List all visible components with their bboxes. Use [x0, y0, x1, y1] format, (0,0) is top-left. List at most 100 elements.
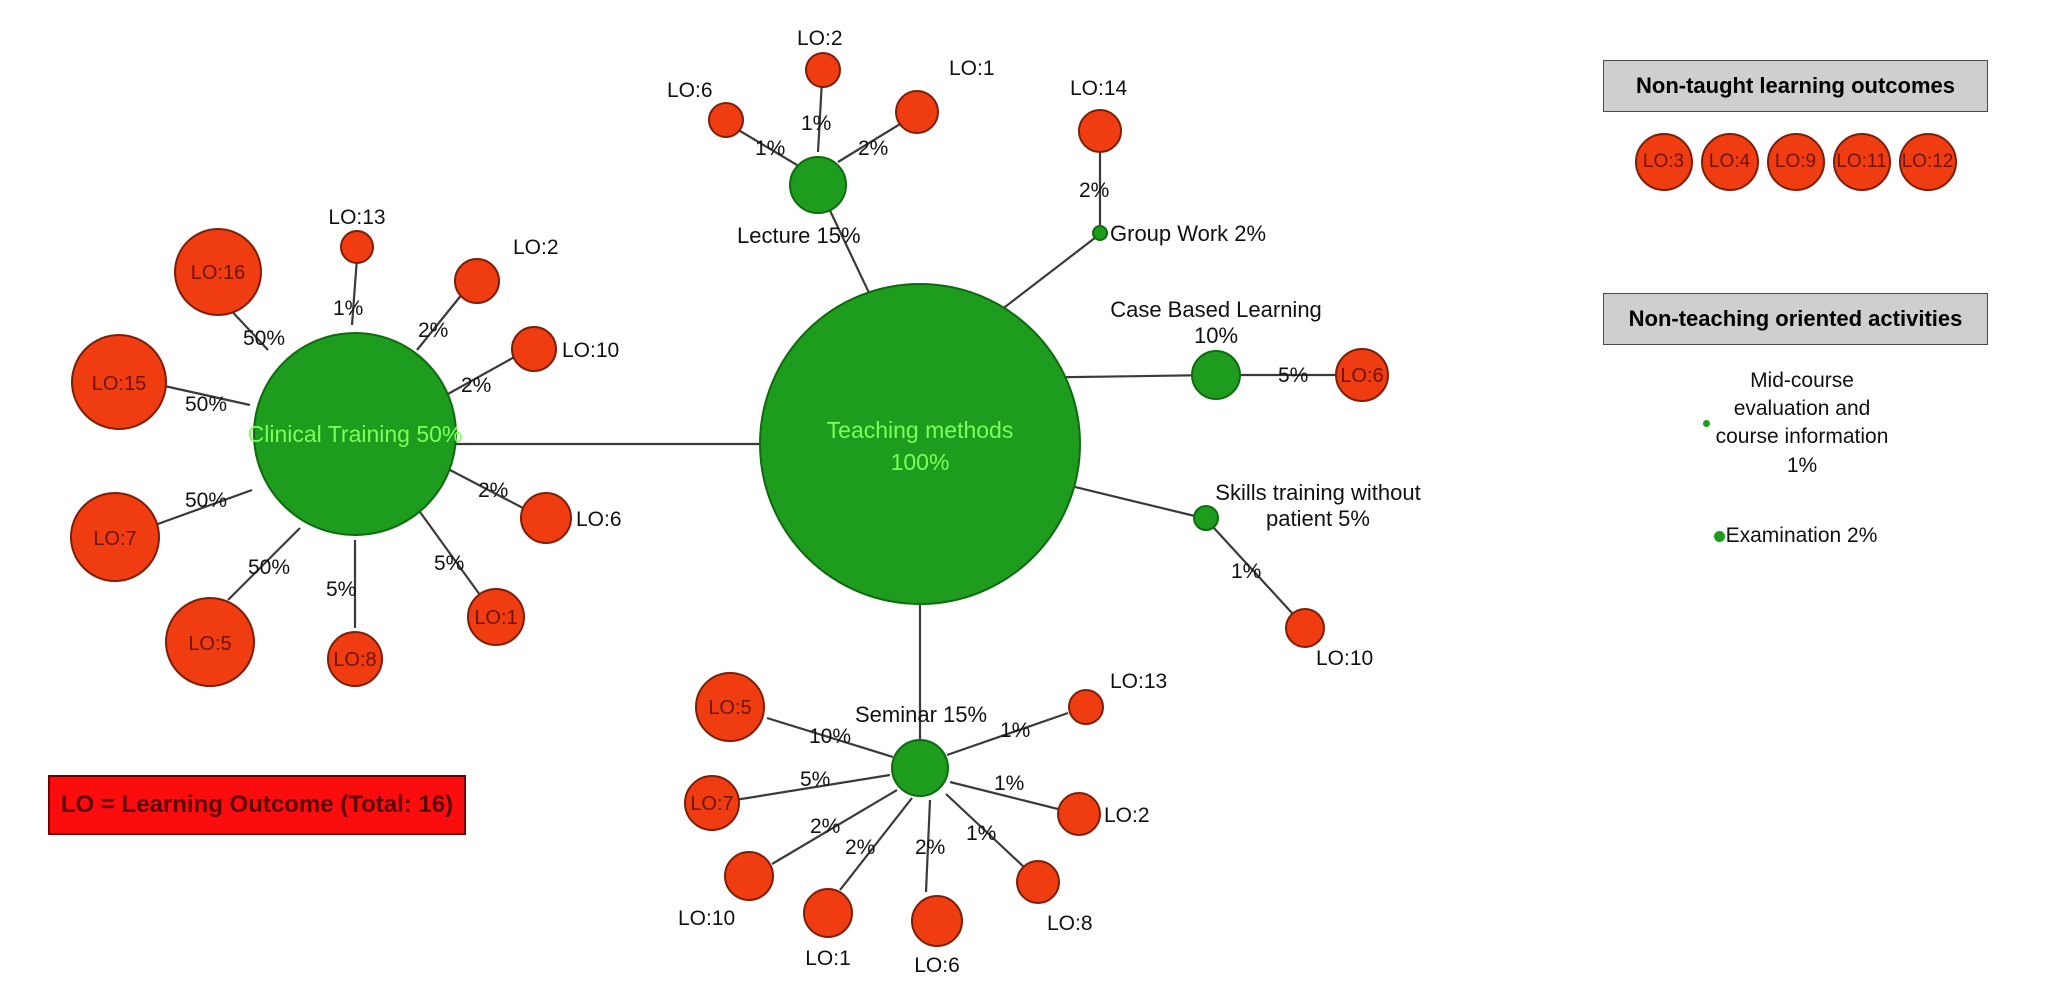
pct-clinical-lo13: 1% [333, 297, 363, 320]
green-dot-icon [1702, 419, 1710, 427]
node-seminar-lo5[interactable] [695, 672, 765, 742]
node-skills-lo10[interactable] [1285, 608, 1325, 648]
legend-non-taught-chip-row: LO:3 LO:4 LO:9 LO:11 LO:12 [1603, 132, 1988, 191]
node-lecture-lo1[interactable] [895, 90, 939, 134]
node-clinical-lo15[interactable] [71, 334, 167, 430]
node-clinical-lo8[interactable] [327, 631, 383, 687]
lo-chip[interactable]: LO:12 [1898, 132, 1957, 191]
pct-seminar-lo2: 1% [994, 772, 1024, 795]
label-teaching-methods-percent: 100% [891, 449, 950, 475]
pct-seminar-lo6: 2% [915, 836, 945, 859]
label-seminar-lo6: LO:6 [914, 954, 960, 977]
label-clinical-lo15: LO:15 [92, 373, 146, 395]
label-seminar-lo13: LO:13 [1110, 670, 1167, 693]
node-lecture-lo6[interactable] [708, 102, 744, 138]
pct-seminar-lo13: 1% [1000, 719, 1030, 742]
pct-clinical-lo15: 50% [185, 393, 227, 416]
node-seminar[interactable] [891, 739, 949, 797]
edge-seminar-lo6 [924, 799, 932, 893]
node-lecture-lo2[interactable] [805, 52, 841, 88]
pct-seminar-lo7: 5% [800, 768, 830, 791]
label-skills-lo10: LO:10 [1316, 647, 1373, 670]
lo-chip[interactable]: LO:9 [1766, 132, 1825, 191]
node-seminar-lo2[interactable] [1057, 792, 1101, 836]
edge-seminar-lo8 [945, 793, 1026, 869]
edge-clinical-lo13 [350, 257, 359, 326]
pct-lecture-lo1: 2% [858, 137, 888, 160]
label-skills-training-line2: patient 5% [1266, 506, 1370, 531]
node-seminar-lo13[interactable] [1068, 689, 1104, 725]
label-seminar-lo2: LO:2 [1104, 804, 1150, 827]
node-clinical-lo6[interactable] [520, 492, 572, 544]
pct-clinical-lo2: 2% [418, 319, 448, 342]
legend-non-taught-outcomes: Non-taught learning outcomes LO:3 LO:4 L… [1603, 60, 1988, 191]
pct-clinical-lo6: 2% [478, 479, 508, 502]
lo-chip[interactable]: LO:4 [1700, 132, 1759, 191]
node-seminar-lo8[interactable] [1016, 860, 1060, 904]
label-teaching-methods: Teaching methods [827, 417, 1014, 443]
label-seminar: Seminar 15% [855, 702, 987, 727]
label-clinical-lo13: LO:13 [328, 206, 385, 229]
label-clinical-lo16: LO:16 [191, 262, 245, 284]
label-clinical-lo6: LO:6 [576, 508, 622, 531]
node-skills-training[interactable] [1193, 505, 1219, 531]
pct-clinical-lo10: 2% [461, 374, 491, 397]
label-groupwork-lo14: LO:14 [1070, 77, 1128, 100]
legend-non-teaching-title: Non-teaching oriented activities [1603, 293, 1988, 345]
activity-midcourse-label: Mid-course evaluation and course informa… [1716, 367, 1889, 480]
cluster-seminar: Seminar 15% LO:5 LO:13 LO:7 LO:2 LO:10 L… [678, 670, 1167, 977]
label-clinical-lo7: LO:7 [93, 528, 136, 550]
edge-clinical-lo2 [416, 292, 464, 351]
node-clinical-lo5[interactable] [165, 597, 255, 687]
node-clinical-lo10[interactable] [511, 326, 557, 372]
activity-midcourse-line1: Mid-course [1750, 368, 1854, 392]
pct-seminar-lo8: 1% [966, 822, 996, 845]
label-clinical-lo1: LO:1 [474, 607, 517, 629]
lo-chip[interactable]: LO:11 [1832, 132, 1891, 191]
cluster-group-work: LO:14 2% Group Work 2% [1070, 77, 1266, 246]
node-seminar-lo7[interactable] [684, 775, 740, 831]
pct-skills-lo10: 1% [1231, 560, 1261, 583]
node-clinical-lo2[interactable] [454, 258, 500, 304]
node-clinical-lo7[interactable] [70, 492, 160, 582]
pct-clinical-lo7: 50% [185, 489, 227, 512]
label-clinical-lo5: LO:5 [188, 633, 231, 655]
node-groupwork-lo14[interactable] [1078, 109, 1122, 153]
edge-clinical-lo1 [419, 511, 481, 596]
cluster-case-based-learning: LO:6 5% Case Based Learning 10% [1110, 297, 1389, 402]
label-seminar-lo1: LO:1 [805, 947, 851, 970]
node-group-work[interactable] [1092, 225, 1108, 241]
label-clinical-lo2: LO:2 [513, 236, 559, 259]
pct-clinical-lo5: 50% [248, 556, 290, 579]
label-case-based-learning-line2: 10% [1194, 323, 1238, 348]
activity-examination-row: Examination 2% [1603, 522, 1988, 550]
activity-midcourse-line4: 1% [1786, 453, 1818, 477]
node-cbl-lo6[interactable] [1335, 348, 1389, 402]
label-case-based-learning-line1: Case Based Learning [1110, 297, 1322, 322]
cluster-clinical-training: Clinical Training 50% LO:16 LO:13 LO:2 L… [70, 206, 622, 687]
lo-definition-legend: LO = Learning Outcome (Total: 16) [48, 775, 466, 835]
label-lecture-lo6: LO:6 [667, 79, 713, 102]
node-clinical-lo16[interactable] [174, 228, 262, 316]
node-clinical-training[interactable] [253, 332, 457, 536]
node-clinical-lo1[interactable] [467, 588, 525, 646]
node-lecture[interactable] [789, 156, 847, 214]
node-clinical-lo13[interactable] [340, 230, 374, 264]
lo-chip[interactable]: LO:3 [1634, 132, 1693, 191]
node-teaching-methods[interactable] [759, 283, 1081, 605]
pct-cbl-lo6: 5% [1278, 364, 1308, 387]
node-seminar-lo10[interactable] [724, 851, 774, 901]
edge-clinical-lo6 [449, 469, 524, 509]
edge-seminar-lo13 [946, 711, 1069, 757]
activity-midcourse-row: Mid-course evaluation and course informa… [1603, 367, 1988, 480]
node-seminar-lo1[interactable] [803, 888, 853, 938]
edge-seminar-lo7 [734, 773, 891, 802]
node-case-based-learning[interactable] [1191, 350, 1241, 400]
label-clinical-training: Clinical Training 50% [248, 421, 463, 447]
pct-lecture-lo2: 1% [801, 112, 831, 135]
label-clinical-lo10: LO:10 [562, 339, 619, 362]
activity-examination-label: Examination 2% [1725, 523, 1878, 547]
node-seminar-lo6[interactable] [911, 895, 963, 947]
root-node-group: Teaching methods 100% [759, 283, 1081, 605]
